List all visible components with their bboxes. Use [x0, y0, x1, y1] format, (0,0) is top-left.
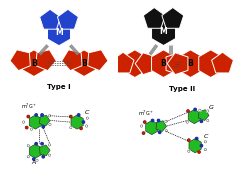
Circle shape — [206, 110, 209, 112]
Text: Type I: Type I — [47, 84, 71, 91]
Circle shape — [48, 144, 51, 146]
Polygon shape — [36, 50, 56, 71]
Polygon shape — [57, 9, 78, 29]
Polygon shape — [156, 121, 167, 132]
Polygon shape — [71, 115, 83, 129]
Polygon shape — [112, 52, 134, 73]
Polygon shape — [188, 109, 200, 124]
Text: M: M — [160, 27, 167, 36]
Circle shape — [200, 145, 202, 147]
Circle shape — [199, 109, 201, 112]
Polygon shape — [135, 53, 156, 75]
Text: m$^7$G$^+$: m$^7$G$^+$ — [138, 109, 154, 118]
Circle shape — [35, 143, 37, 145]
Text: B: B — [161, 59, 166, 68]
Polygon shape — [199, 50, 223, 77]
Circle shape — [42, 156, 44, 158]
Polygon shape — [212, 52, 233, 73]
Polygon shape — [88, 50, 108, 71]
Polygon shape — [40, 115, 50, 126]
Circle shape — [140, 125, 143, 127]
Circle shape — [22, 121, 25, 123]
Text: Type II: Type II — [169, 86, 195, 92]
Polygon shape — [167, 53, 188, 75]
Circle shape — [195, 137, 198, 140]
Polygon shape — [62, 50, 82, 71]
Polygon shape — [10, 50, 30, 71]
Text: A: A — [31, 160, 36, 165]
Circle shape — [27, 115, 30, 118]
Circle shape — [33, 158, 35, 160]
Text: C: C — [85, 110, 89, 115]
Text: B: B — [188, 59, 193, 68]
Circle shape — [25, 126, 28, 129]
Circle shape — [187, 110, 189, 112]
Circle shape — [49, 123, 51, 126]
Circle shape — [42, 126, 44, 128]
Polygon shape — [198, 110, 209, 121]
Circle shape — [41, 143, 43, 145]
Polygon shape — [162, 8, 184, 28]
Circle shape — [80, 127, 82, 129]
Circle shape — [48, 115, 51, 117]
Circle shape — [152, 119, 154, 122]
Polygon shape — [123, 50, 147, 77]
Text: B: B — [31, 59, 37, 68]
Circle shape — [35, 114, 37, 116]
Circle shape — [27, 145, 30, 147]
Circle shape — [194, 108, 196, 111]
Polygon shape — [29, 144, 42, 158]
Polygon shape — [22, 50, 45, 76]
Polygon shape — [47, 19, 71, 46]
Polygon shape — [40, 9, 61, 29]
Text: G: G — [208, 105, 213, 110]
Circle shape — [200, 120, 202, 122]
Polygon shape — [143, 8, 165, 28]
Circle shape — [165, 120, 167, 122]
Circle shape — [27, 156, 30, 158]
Circle shape — [30, 128, 33, 130]
Polygon shape — [166, 53, 187, 75]
Polygon shape — [146, 121, 158, 135]
Polygon shape — [152, 18, 176, 46]
Circle shape — [204, 141, 206, 143]
Circle shape — [198, 151, 200, 153]
Circle shape — [70, 115, 72, 118]
Circle shape — [204, 148, 206, 151]
Circle shape — [41, 114, 43, 116]
Polygon shape — [178, 50, 202, 77]
Circle shape — [85, 125, 88, 127]
Circle shape — [206, 119, 209, 122]
Text: M: M — [55, 28, 63, 37]
Circle shape — [159, 131, 161, 133]
Circle shape — [86, 117, 88, 119]
Circle shape — [48, 154, 51, 156]
Circle shape — [36, 159, 38, 161]
Circle shape — [188, 139, 190, 141]
Polygon shape — [29, 115, 42, 129]
Circle shape — [143, 121, 146, 123]
Polygon shape — [152, 50, 176, 77]
Circle shape — [82, 121, 84, 123]
Circle shape — [157, 119, 160, 122]
Circle shape — [142, 132, 145, 134]
Text: C: C — [204, 134, 208, 139]
Circle shape — [165, 129, 168, 132]
Circle shape — [77, 114, 80, 116]
Circle shape — [70, 126, 72, 129]
Polygon shape — [189, 139, 201, 153]
Polygon shape — [73, 50, 96, 76]
Circle shape — [186, 121, 188, 123]
Circle shape — [188, 150, 190, 152]
Text: B: B — [81, 59, 87, 68]
Polygon shape — [40, 145, 50, 156]
Text: m$^7$G$^+$: m$^7$G$^+$ — [21, 101, 37, 111]
